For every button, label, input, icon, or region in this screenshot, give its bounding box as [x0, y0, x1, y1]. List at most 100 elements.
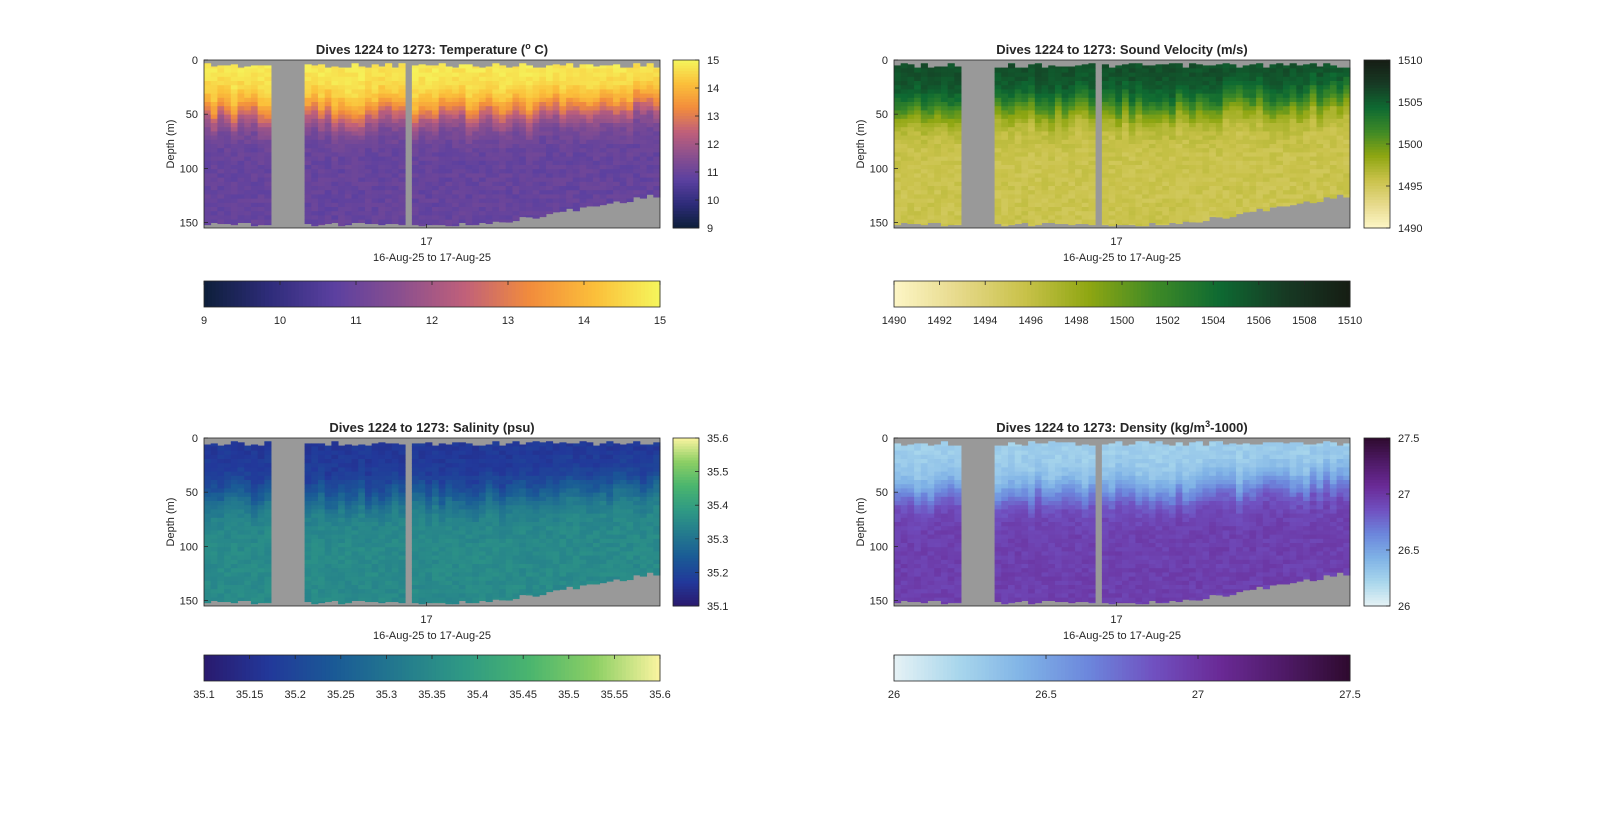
heatmap-cell: [264, 215, 272, 220]
heatmap-cell: [318, 97, 326, 103]
heatmap-cell: [532, 152, 540, 157]
heatmap-cell: [230, 114, 238, 120]
heatmap-cell: [940, 207, 949, 212]
heatmap-cell: [539, 76, 547, 82]
heatmap-cell: [485, 211, 493, 216]
heatmap-cell: [1155, 127, 1163, 132]
heatmap-cell: [465, 89, 473, 94]
heatmap-cell: [204, 173, 212, 178]
heatmap-cell: [230, 85, 238, 90]
heatmap-cell: [954, 139, 962, 145]
heatmap-cell: [465, 202, 473, 208]
heatmap-cell: [525, 106, 533, 111]
heatmap-cell: [1256, 131, 1264, 136]
heatmap-cell: [1242, 207, 1250, 212]
heatmap-cell: [1068, 169, 1076, 174]
heatmap-cell: [1329, 135, 1337, 141]
heatmap-cell: [237, 165, 245, 170]
heatmap-cell: [217, 156, 225, 162]
heatmap-cell: [606, 89, 614, 94]
heatmap-cell: [572, 123, 580, 128]
heatmap-cell: [311, 127, 319, 132]
heatmap-cell: [994, 67, 1002, 69]
heatmap-cell: [1329, 106, 1337, 111]
heatmap-cell: [1296, 81, 1304, 86]
heatmap-cell: [1242, 97, 1250, 103]
heatmap-cell: [230, 72, 238, 78]
heatmap-cell: [465, 181, 473, 187]
heatmap-cell: [586, 97, 594, 103]
heatmap-cell: [1229, 135, 1237, 141]
heatmap-cell: [1001, 207, 1009, 212]
heatmap-cell: [1182, 177, 1190, 183]
heatmap-cell: [1168, 139, 1177, 145]
heatmap-cell: [1054, 190, 1063, 195]
heatmap-cell: [385, 160, 393, 166]
heatmap-cell: [1135, 72, 1143, 78]
heatmap-cell: [639, 114, 647, 120]
heatmap-cell: [1343, 81, 1351, 86]
heatmap-cell: [230, 160, 238, 166]
heatmap-cell: [1289, 118, 1297, 124]
heatmap-cell: [512, 85, 520, 90]
heatmap-cell: [210, 89, 218, 94]
heatmap-cell: [907, 127, 915, 132]
heatmap-cell: [458, 190, 466, 195]
heatmap-cell: [364, 93, 373, 99]
heatmap-cell: [304, 110, 312, 115]
heatmap-cell: [1168, 202, 1177, 208]
heatmap-cell: [1323, 186, 1331, 191]
colorbar-tick-label: 1510: [1398, 55, 1422, 67]
heatmap-cell: [1303, 181, 1311, 187]
heatmap-cell: [230, 135, 238, 141]
heatmap-cell: [1209, 68, 1217, 73]
heatmap-cell: [592, 139, 601, 145]
heatmap-cell: [1048, 177, 1056, 183]
heatmap-cell: [338, 81, 346, 86]
heatmap-cell: [1262, 93, 1270, 99]
heatmap-cell: [411, 93, 419, 99]
heatmap-cell: [204, 97, 212, 103]
heatmap-cell: [1309, 181, 1317, 187]
heatmap-cell: [1309, 123, 1317, 128]
heatmap-cell: [324, 81, 332, 86]
heatmap-cell: [324, 139, 332, 145]
heatmap-cell: [411, 165, 419, 170]
colorbar-segment: [223, 281, 228, 307]
heatmap-cell: [318, 106, 326, 111]
colorbar-segment: [1061, 281, 1066, 307]
heatmap-cell: [465, 85, 473, 90]
heatmap-cell: [458, 110, 466, 115]
heatmap-cell: [1189, 139, 1197, 145]
heatmap-cell: [1303, 85, 1311, 90]
heatmap-cell: [954, 165, 962, 170]
heatmap-cell: [1242, 72, 1250, 78]
colorbar-segment: [673, 172, 699, 176]
heatmap-cell: [546, 127, 554, 132]
heatmap-cell: [1041, 97, 1049, 103]
heatmap-cell: [1128, 93, 1136, 99]
heatmap-cell: [331, 139, 339, 145]
heatmap-cell: [1088, 211, 1096, 216]
heatmap-cell: [1088, 144, 1096, 149]
colorbar-segment: [673, 88, 699, 92]
colorbar-segment: [1364, 102, 1390, 106]
heatmap-cell: [1142, 102, 1150, 107]
heatmap-cell: [351, 127, 359, 132]
heatmap-cell: [210, 118, 218, 124]
heatmap-cell: [1195, 198, 1203, 204]
heatmap-cell: [385, 72, 393, 78]
heatmap-cell: [599, 68, 607, 73]
colorbar-segment: [977, 281, 982, 307]
heatmap-cell: [1081, 89, 1089, 94]
heatmap-cell: [1189, 127, 1197, 132]
heatmap-cell: [1081, 97, 1089, 103]
heatmap-cell: [1001, 81, 1009, 86]
heatmap-cell: [1215, 123, 1223, 128]
heatmap-cell: [894, 207, 902, 212]
heatmap-cell: [633, 169, 641, 174]
heatmap-cell: [1135, 211, 1143, 216]
heatmap-cell: [1256, 207, 1264, 209]
heatmap-cell: [364, 97, 373, 103]
heatmap-cell: [224, 118, 232, 124]
